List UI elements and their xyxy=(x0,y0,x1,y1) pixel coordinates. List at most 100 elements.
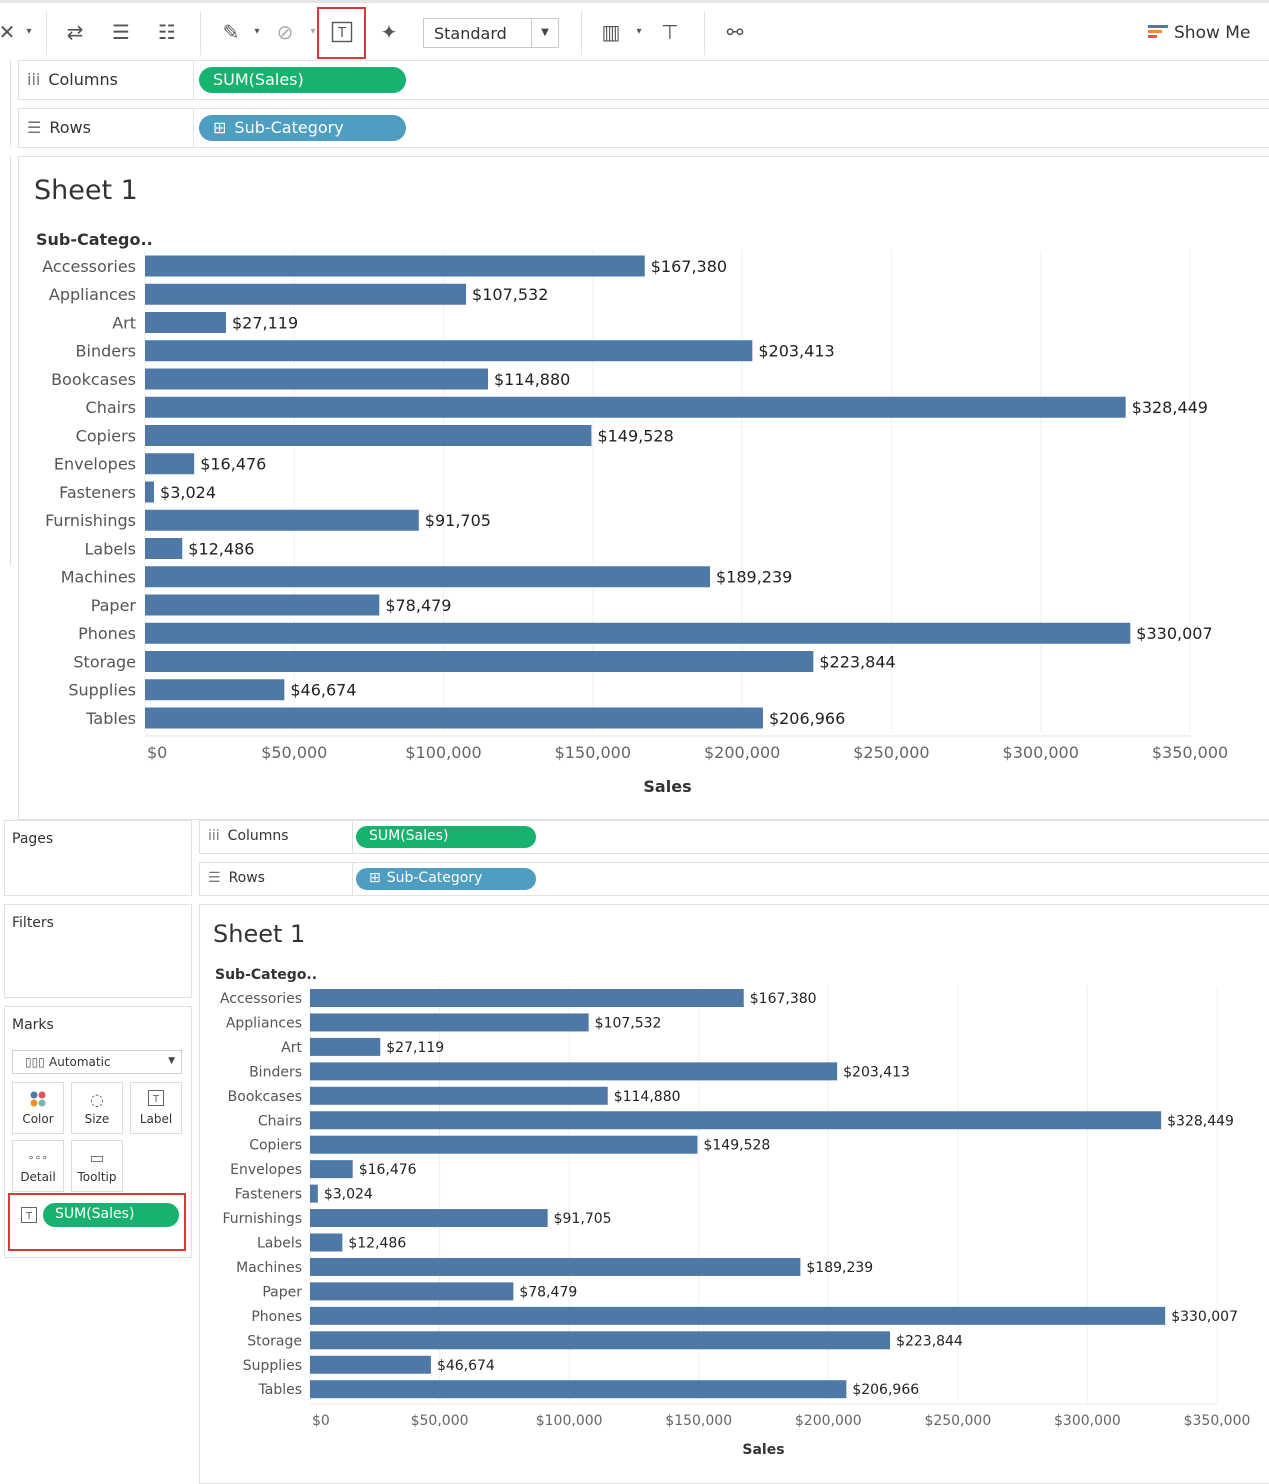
bar[interactable] xyxy=(145,566,711,588)
bar[interactable] xyxy=(145,396,1126,418)
category-label: Supplies xyxy=(68,681,136,700)
columns-pill-sum-sales[interactable]: SUM(Sales) xyxy=(199,67,406,93)
filters-title: Filters xyxy=(12,915,54,931)
pin-axes-icon[interactable]: ✦ xyxy=(380,20,398,44)
category-label: Tables xyxy=(85,709,136,728)
bar[interactable] xyxy=(145,340,753,362)
bar[interactable] xyxy=(145,509,419,531)
share-icon[interactable]: ⚯ xyxy=(726,20,744,44)
group-paperclip-icon[interactable]: ⊘ xyxy=(276,20,294,44)
bar[interactable] xyxy=(310,1135,698,1154)
detail-card-label: Detail xyxy=(20,1170,56,1184)
bar[interactable] xyxy=(310,1037,381,1056)
tooltip-card[interactable]: ▭ Tooltip xyxy=(71,1140,123,1192)
presentation-mode-icon[interactable]: ⊤ xyxy=(661,20,679,44)
category-label: Phones xyxy=(78,624,136,643)
category-label: Fasteners xyxy=(59,483,136,502)
highlight-pen-icon[interactable]: ✎ xyxy=(222,20,240,44)
size-card[interactable]: ◌ Size xyxy=(71,1082,123,1134)
tooltip-card-label: Tooltip xyxy=(77,1170,117,1184)
data-label: $46,674 xyxy=(290,681,356,700)
highlight-dropdown-icon[interactable]: ▾ xyxy=(254,26,260,37)
view-size-select[interactable]: Standard ▼ xyxy=(423,18,559,48)
columns-shelf[interactable]: iii Columns SUM(Sales) xyxy=(18,60,1269,100)
bar[interactable] xyxy=(145,707,763,729)
bar[interactable] xyxy=(310,1160,353,1179)
swap-rows-columns-icon[interactable]: ⇄ xyxy=(66,20,84,44)
toolbar-separator xyxy=(581,11,582,55)
bar[interactable] xyxy=(145,651,814,672)
clear-dropdown-icon[interactable]: ▾ xyxy=(26,26,32,37)
bar[interactable] xyxy=(145,679,285,701)
bar[interactable] xyxy=(145,312,226,333)
bar[interactable] xyxy=(145,538,183,559)
bar[interactable] xyxy=(145,255,645,277)
show-cards-icon[interactable]: ▥ xyxy=(601,20,621,44)
sort-descending-icon[interactable]: ☷ xyxy=(158,20,176,44)
bar[interactable] xyxy=(310,1184,318,1203)
bar[interactable] xyxy=(310,1013,589,1032)
color-card[interactable]: Color xyxy=(12,1082,64,1134)
category-label: Tables xyxy=(258,1382,303,1398)
bar[interactable] xyxy=(310,1062,838,1081)
bar[interactable] xyxy=(145,283,467,305)
rows-pill-sub-category[interactable]: ⊞ Sub-Category xyxy=(356,868,536,890)
bar[interactable] xyxy=(310,989,744,1007)
bar[interactable] xyxy=(145,622,1131,644)
sort-ascending-icon[interactable]: ☰ xyxy=(112,20,130,44)
bar[interactable] xyxy=(310,1306,1166,1325)
cards-dropdown-icon[interactable]: ▾ xyxy=(636,26,642,37)
show-me-button[interactable]: Show Me xyxy=(1148,23,1250,43)
bar[interactable] xyxy=(145,453,195,475)
clear-sheet-icon[interactable]: ✕ xyxy=(0,20,16,44)
bar[interactable] xyxy=(310,1282,514,1301)
expand-plus-icon[interactable]: ⊞ xyxy=(369,870,381,886)
bar[interactable] xyxy=(310,1355,431,1374)
bar[interactable] xyxy=(145,425,592,446)
bar[interactable] xyxy=(310,1111,1162,1130)
bar[interactable] xyxy=(310,1380,847,1399)
columns-icon: iii xyxy=(27,70,41,89)
category-label: Phones xyxy=(251,1309,302,1325)
mark-type-select[interactable]: ▯▯▯ Automatic ▼ xyxy=(12,1050,182,1074)
toolbar-separator xyxy=(200,11,201,55)
detail-card[interactable]: ∘∘∘ Detail xyxy=(12,1140,64,1192)
label-card[interactable]: T Label xyxy=(130,1082,182,1134)
label-pill-sum-sales[interactable]: SUM(Sales) xyxy=(43,1203,179,1227)
category-label: Accessories xyxy=(220,991,302,1007)
color-card-label: Color xyxy=(22,1112,54,1126)
rows-shelf[interactable]: ☰ Rows ⊞ Sub-Category xyxy=(18,108,1269,148)
group-dropdown-icon[interactable]: ▾ xyxy=(310,26,316,37)
rows-pill-sub-category[interactable]: ⊞ Sub-Category xyxy=(199,115,406,141)
show-mark-labels-icon[interactable]: T xyxy=(329,19,355,45)
category-label: Appliances xyxy=(226,1015,302,1031)
category-label: Envelopes xyxy=(54,455,136,474)
bar[interactable] xyxy=(310,1086,608,1105)
shelf-divider xyxy=(193,61,194,99)
bar[interactable] xyxy=(145,481,155,503)
bar[interactable] xyxy=(145,594,380,616)
columns-shelf-bottom[interactable]: iii Columns SUM(Sales) xyxy=(199,820,1269,854)
rows-shelf-bottom[interactable]: ☰ Rows ⊞ Sub-Category xyxy=(199,862,1269,896)
bar[interactable] xyxy=(310,1331,891,1350)
columns-pill-sum-sales[interactable]: SUM(Sales) xyxy=(356,826,536,848)
bar[interactable] xyxy=(310,1209,548,1228)
category-label: Storage xyxy=(73,652,136,671)
category-label: Chairs xyxy=(258,1113,302,1129)
category-label: Labels xyxy=(257,1236,302,1252)
filters-card[interactable]: Filters xyxy=(4,904,192,998)
x-tick-label: $250,000 xyxy=(853,743,929,762)
x-axis-title: Sales xyxy=(742,1442,784,1458)
bottom-bar-chart: Accessories $167,380 Appliances $107,532 Art… xyxy=(220,986,1250,1458)
data-label: $203,413 xyxy=(758,342,834,361)
category-label: Copiers xyxy=(76,426,136,445)
expand-plus-icon[interactable]: ⊞ xyxy=(213,118,227,137)
bar[interactable] xyxy=(145,368,488,390)
bar[interactable] xyxy=(310,1257,801,1276)
pages-card[interactable]: Pages xyxy=(4,820,192,896)
data-label: $12,486 xyxy=(348,1236,406,1252)
bar[interactable] xyxy=(310,1233,343,1252)
label-field-icon: T xyxy=(21,1207,37,1227)
show-me-icon xyxy=(1148,24,1168,40)
data-label: $328,449 xyxy=(1132,398,1208,417)
